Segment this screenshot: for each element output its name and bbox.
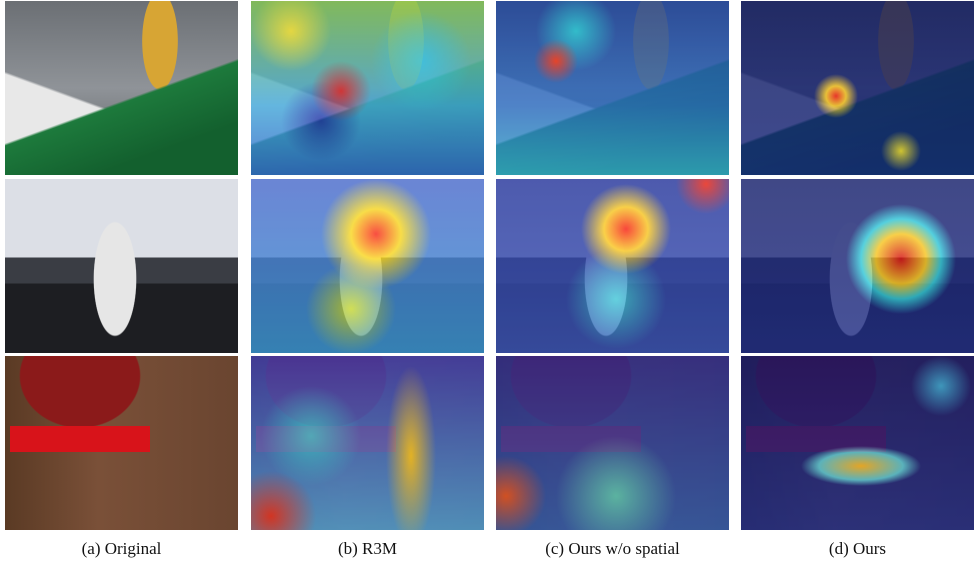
caption: (c) Ours w/o spatial [496,539,729,559]
attention-map [496,356,729,530]
heatmap-overlay [496,1,729,175]
caption: (d) Ours [741,539,974,559]
attention-map [741,1,974,175]
original-image [5,356,238,530]
attention-map [251,179,484,353]
attention-map [496,179,729,353]
heatmap-overlay [496,356,729,530]
figure: (a) Original (b) R3M (c) Ours w/o spatia… [0,0,974,571]
attention-map [741,179,974,353]
attention-map [251,1,484,175]
heatmap-overlay [251,179,484,353]
original-image [5,1,238,175]
heatmap-overlay [741,356,974,530]
heatmap-overlay [251,356,484,530]
attention-map [251,356,484,530]
heatmap-overlay [741,1,974,175]
heatmap-overlay [741,179,974,353]
caption: (b) R3M [251,539,484,559]
attention-map [741,356,974,530]
heatmap-overlay [251,1,484,175]
original-image [5,179,238,353]
heatmap-overlay [496,179,729,353]
attention-map [496,1,729,175]
caption: (a) Original [5,539,238,559]
